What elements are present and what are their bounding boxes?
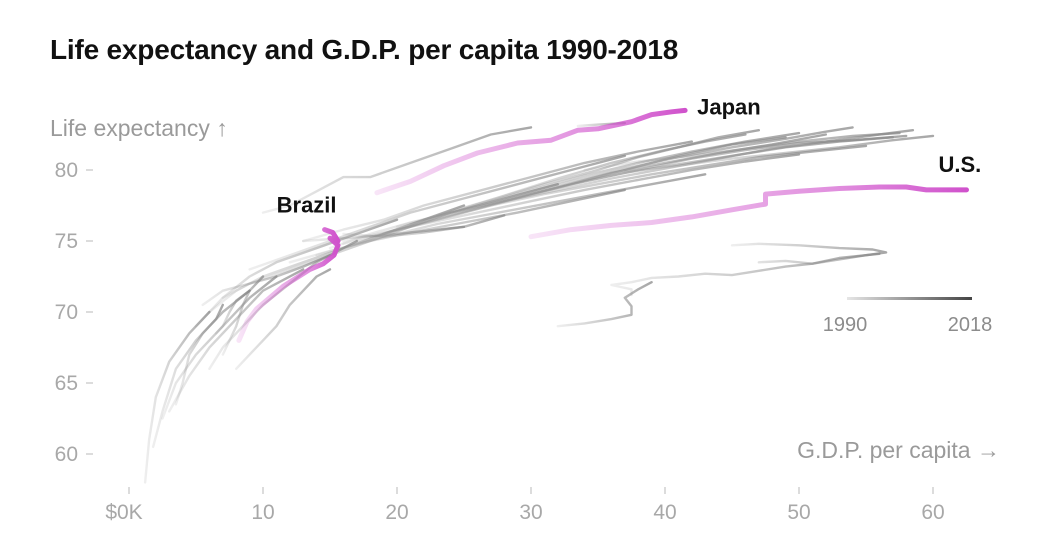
country-label: Japan — [697, 94, 761, 119]
y-tick-label: 65 — [55, 372, 78, 395]
country-labels: Japan U.S. Brazil — [277, 94, 982, 217]
y-tick-label: 60 — [55, 443, 78, 466]
y-tick-label: 70 — [55, 301, 78, 324]
y-axis: 60 65 70 75 80 — [55, 159, 93, 466]
time-legend: 1990 2018 — [823, 297, 993, 336]
country-trajectory — [221, 275, 265, 356]
country-label: Brazil — [277, 193, 337, 218]
country-trajectory — [409, 126, 854, 226]
legend-start-label: 1990 — [823, 314, 868, 336]
country-trajectory — [235, 268, 332, 370]
country-trajectory — [151, 289, 251, 449]
y-axis-title: Life expectancy ↑ — [50, 115, 228, 141]
highlighted-trajectory — [236, 227, 341, 343]
x-tick-label: 20 — [385, 501, 408, 524]
country-trajectory — [556, 281, 653, 328]
country-label: U.S. — [939, 152, 982, 177]
country-trajectory — [302, 140, 693, 243]
x-tick-label: 40 — [653, 501, 676, 524]
country-trajectory — [174, 303, 224, 406]
country-trajectory — [730, 242, 888, 265]
chart-title: Life expectancy and G.D.P. per capita 19… — [50, 34, 679, 65]
country-trajectory — [342, 214, 506, 238]
x-tick-label: $0K — [105, 501, 142, 524]
x-axis-title: G.D.P. per capita → — [797, 437, 1000, 463]
country-trajectory — [583, 131, 901, 172]
legend-gradient-bar — [847, 297, 972, 300]
x-axis: $0K 10 20 30 40 50 60 — [105, 487, 945, 524]
country-trajectory — [342, 153, 801, 243]
legend-end-label: 2018 — [948, 314, 993, 336]
x-tick-label: 60 — [921, 501, 944, 524]
country-trajectory — [449, 133, 747, 214]
country-trajectory — [143, 310, 211, 484]
y-tick-label: 75 — [55, 230, 78, 253]
x-tick-label: 30 — [519, 501, 542, 524]
series-layer — [143, 121, 935, 484]
country-trajectory — [382, 144, 868, 236]
country-trajectory — [214, 289, 251, 335]
country-trajectory — [168, 268, 305, 413]
highlight-layer — [236, 107, 969, 343]
y-tick-label: 80 — [55, 159, 78, 182]
country-trajectory — [201, 254, 332, 307]
country-trajectory — [248, 154, 626, 271]
highlighted-trajectory — [374, 107, 688, 196]
highlighted-trajectory — [528, 184, 969, 240]
country-trajectory — [623, 134, 935, 173]
x-tick-label: 10 — [251, 501, 274, 524]
country-trajectory — [161, 275, 278, 420]
x-tick-label: 50 — [787, 501, 810, 524]
country-trajectory — [261, 126, 533, 214]
country-trajectory — [610, 252, 881, 297]
